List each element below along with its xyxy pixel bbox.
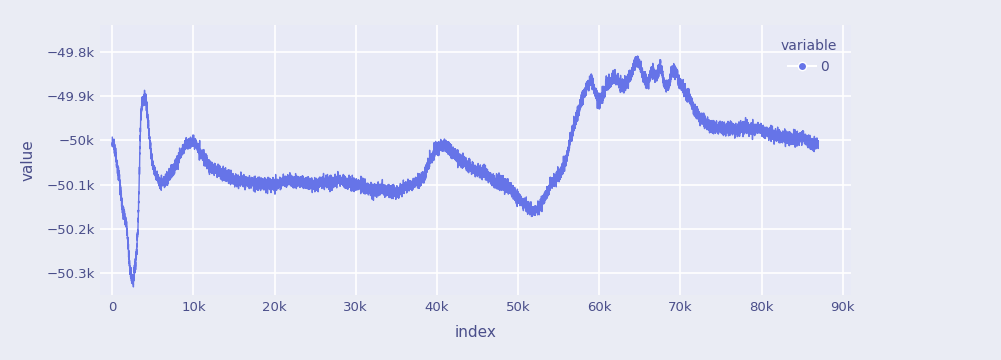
Legend: 0: 0 — [774, 32, 844, 81]
Y-axis label: value: value — [20, 139, 35, 181]
X-axis label: index: index — [454, 325, 496, 340]
